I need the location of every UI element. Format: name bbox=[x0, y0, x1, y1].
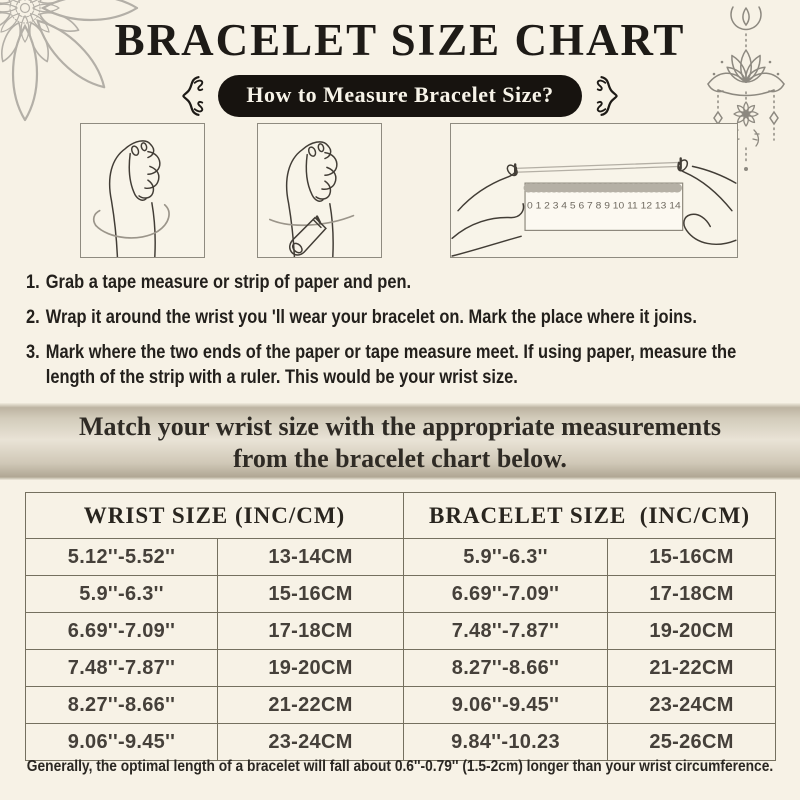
table-cell: 5.9''-6.3'' bbox=[25, 575, 218, 613]
wrap-wrist-illustration-icon bbox=[92, 140, 170, 257]
how-to-measure-badge-row: How to Measure Bracelet Size? bbox=[0, 72, 800, 120]
badge-flourish-left-icon bbox=[182, 76, 204, 116]
badge-flourish-right-icon bbox=[596, 76, 618, 116]
step-text: Mark where the two ends of the paper or … bbox=[45, 341, 737, 389]
table-cell: 21-22CM bbox=[607, 649, 776, 687]
ruler-measure-illustration-icon: 0 1 2 3 4 5 6 7 8 9 10 11 12 13 14 bbox=[451, 157, 737, 257]
bracelet-size-header: BRACELET SIZE (INC/CM) bbox=[403, 492, 776, 539]
table-cell: 23-24CM bbox=[217, 723, 404, 761]
table-cell: 7.48''-7.87'' bbox=[403, 612, 608, 650]
table-cell: 9.06''-9.45'' bbox=[25, 723, 218, 761]
page-title: BRACELET SIZE CHART bbox=[114, 15, 686, 65]
size-chart-table: WRIST SIZE (INC/CM) BRACELET SIZE (INC/C… bbox=[25, 492, 776, 761]
table-cell: 23-24CM bbox=[607, 686, 776, 724]
footnote-text: Generally, the optimal length of a brace… bbox=[26, 758, 774, 775]
table-cell: 6.69''-7.09'' bbox=[403, 575, 608, 613]
illustration-box-mark-wrist bbox=[257, 123, 382, 258]
table-cell: 19-20CM bbox=[217, 649, 404, 687]
step-number: 2. bbox=[26, 306, 40, 328]
table-cell: 17-18CM bbox=[607, 575, 776, 613]
match-size-banner: Match your wrist size with the appropria… bbox=[0, 403, 800, 480]
step-item: 3. Mark where the two ends of the paper … bbox=[26, 340, 772, 392]
ruler-numbers: 0 1 2 3 4 5 6 7 8 9 10 11 12 13 14 bbox=[527, 201, 681, 211]
mark-wrist-illustration-icon bbox=[268, 141, 355, 257]
table-cell: 25-26CM bbox=[607, 723, 776, 761]
table-cell: 8.27''-8.66'' bbox=[25, 686, 218, 724]
step-text: Grab a tape measure or strip of paper an… bbox=[45, 272, 412, 293]
table-row: 7.48''-7.87'' 19-20CM 8.27''-8.66'' 21-2… bbox=[25, 649, 776, 687]
table-cell: 17-18CM bbox=[217, 612, 404, 650]
table-row: 5.12''-5.52'' 13-14CM 5.9''-6.3'' 15-16C… bbox=[25, 538, 776, 576]
wrist-size-header: WRIST SIZE (INC/CM) bbox=[25, 492, 404, 539]
table-row: 8.27''-8.66'' 21-22CM 9.06''-9.45'' 23-2… bbox=[25, 686, 776, 724]
table-cell: 15-16CM bbox=[607, 538, 776, 576]
table-row: 6.69''-7.09'' 17-18CM 7.48''-7.87'' 19-2… bbox=[25, 612, 776, 650]
table-cell: 19-20CM bbox=[607, 612, 776, 650]
table-cell: 7.48''-7.87'' bbox=[25, 649, 218, 687]
table-cell: 13-14CM bbox=[217, 538, 404, 576]
step-item: 1. Grab a tape measure or strip of paper… bbox=[26, 270, 772, 296]
step-text: Wrap it around the wrist you 'll wear yo… bbox=[45, 306, 697, 328]
step-number: 1. bbox=[26, 272, 40, 293]
measuring-steps-list: 1. Grab a tape measure or strip of paper… bbox=[26, 270, 772, 400]
banner-line-1: Match your wrist size with the appropria… bbox=[79, 412, 721, 441]
table-cell: 21-22CM bbox=[217, 686, 404, 724]
table-row: 5.9''-6.3'' 15-16CM 6.69''-7.09'' 17-18C… bbox=[25, 575, 776, 613]
illustration-box-wrap-wrist bbox=[80, 123, 205, 258]
table-cell: 8.27''-8.66'' bbox=[403, 649, 608, 687]
step-number: 3. bbox=[26, 341, 40, 363]
how-to-measure-badge: How to Measure Bracelet Size? bbox=[218, 75, 582, 117]
table-cell: 6.69''-7.09'' bbox=[25, 612, 218, 650]
step-item: 2. Wrap it around the wrist you 'll wear… bbox=[26, 305, 772, 331]
table-cell: 5.9''-6.3'' bbox=[403, 538, 608, 576]
illustration-box-measure-ruler: 0 1 2 3 4 5 6 7 8 9 10 11 12 13 14 bbox=[450, 123, 738, 258]
table-header-row: WRIST SIZE (INC/CM) BRACELET SIZE (INC/C… bbox=[25, 492, 776, 539]
banner-line-2: from the bracelet chart below. bbox=[233, 444, 567, 473]
table-cell: 9.06''-9.45'' bbox=[403, 686, 608, 724]
table-row: 9.06''-9.45'' 23-24CM 9.84''-10.23 25-26… bbox=[25, 723, 776, 761]
table-cell: 15-16CM bbox=[217, 575, 404, 613]
table-cell: 9.84''-10.23 bbox=[403, 723, 608, 761]
table-cell: 5.12''-5.52'' bbox=[25, 538, 218, 576]
